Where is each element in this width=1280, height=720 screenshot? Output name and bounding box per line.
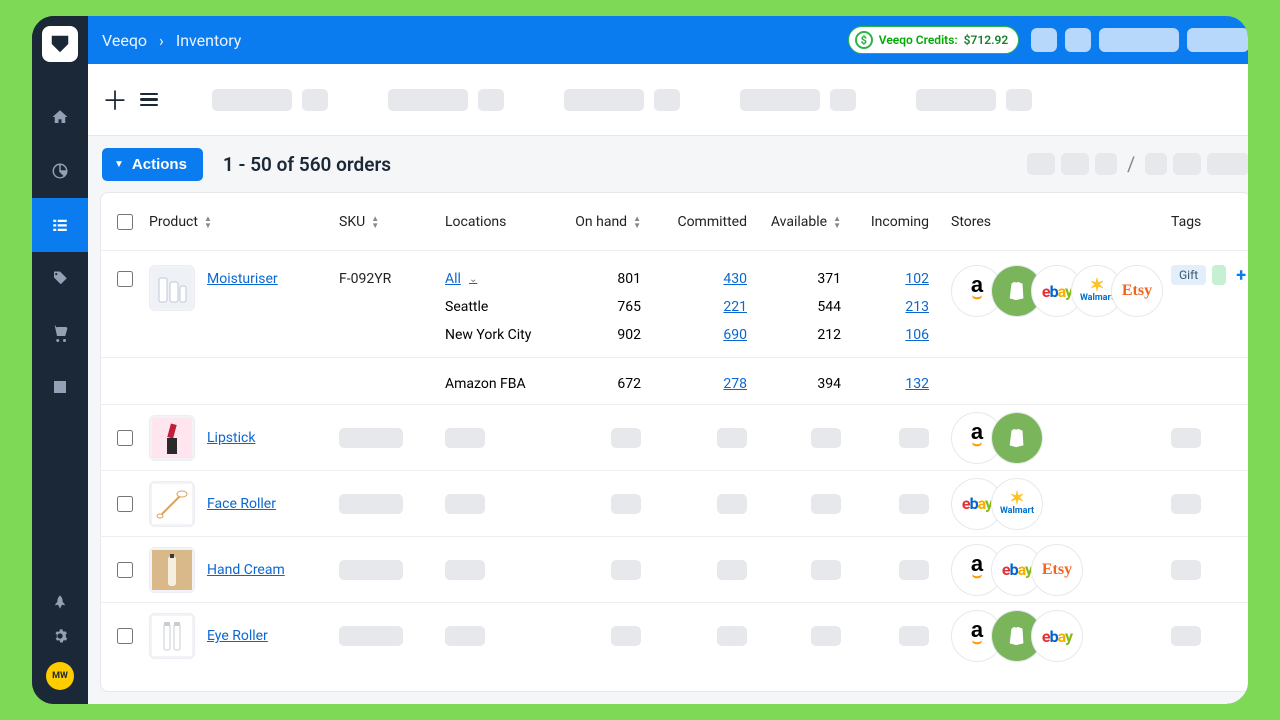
add-button[interactable]: ＋ [104,89,126,111]
sidebar-nav [32,90,88,414]
available-list: 371544212 [761,265,855,343]
table-row: Lipstick a⌣ [101,405,1248,471]
col-locations: Locations [445,214,563,230]
product-thumbnail[interactable] [149,415,195,461]
committed-link[interactable]: 221 [723,299,747,315]
toolbar: ＋ [88,64,1248,136]
table-row: Moisturiser F-092YR All⌄ Seattle New Yor… [101,251,1248,358]
breadcrumb-root[interactable]: Veeqo [102,31,147,50]
sku-value: F-092YR [339,265,445,287]
chevron-right-icon: › [159,31,164,50]
tag-generic[interactable] [1212,265,1226,285]
add-tag-button[interactable]: + [1232,266,1248,284]
sidebar-item-launch[interactable] [32,594,88,610]
committed-list: 430 221 690 [655,265,761,343]
chevron-down-icon: ⌄ [469,274,477,285]
table-row: Face Roller ebay ✶Walmart [101,471,1248,537]
toolbar-right-placeholders: / [1027,152,1248,176]
committed-link[interactable]: 278 [723,376,747,392]
store-etsy[interactable]: Etsy [1031,544,1083,596]
app-logo[interactable] [42,26,78,62]
chevron-down-icon: ▼ [114,159,124,170]
location-all[interactable]: All⌄ [445,271,563,287]
inventory-table: Product▲▼ SKU▲▼ Locations On hand▲▼ Comm… [100,192,1248,692]
col-committed: Committed [655,214,761,230]
store-ebay[interactable]: ebay [1031,610,1083,662]
sidebar-bottom: MW [32,594,88,704]
product-link[interactable]: Face Roller [207,496,276,512]
product-thumbnail[interactable] [149,265,195,311]
product-thumbnail[interactable] [149,613,195,659]
col-onhand[interactable]: On hand▲▼ [563,214,655,230]
actions-dropdown[interactable]: ▼ Actions [102,148,203,181]
location-item: Amazon FBA [445,376,563,392]
incoming-list: 102 213 106 [855,265,943,343]
product-link[interactable]: Lipstick [207,430,255,446]
user-avatar[interactable]: MW [46,662,74,690]
topbar-placeholders [1031,28,1248,52]
product-thumbnail[interactable] [149,547,195,593]
store-shopify[interactable] [991,412,1043,464]
col-stores: Stores [943,214,1171,230]
row-checkbox[interactable] [117,562,133,578]
dollar-icon: $ [855,31,873,49]
credits-label: Veeqo Credits: [879,33,958,47]
sidebar-item-analytics[interactable] [32,360,88,414]
store-etsy[interactable]: Etsy [1111,265,1163,317]
incoming-link[interactable]: 106 [905,327,929,343]
table-row-subloc: Amazon FBA 672 278 394 132 [101,358,1248,405]
sidebar-item-settings[interactable] [32,628,88,644]
sidebar-item-home[interactable] [32,90,88,144]
col-product[interactable]: Product▲▼ [149,214,339,230]
breadcrumb: Veeqo › Inventory [102,31,241,50]
location-item: Seattle [445,299,563,315]
tag-gift[interactable]: Gift [1171,265,1206,285]
col-sku[interactable]: SKU▲▼ [339,214,445,230]
store-walmart[interactable]: ✶Walmart [991,478,1043,530]
stores-cell: a⌣ ebay ✶Walmart Etsy [943,265,1171,317]
product-link[interactable]: Moisturiser [207,265,278,287]
col-incoming: Incoming [855,214,943,230]
pagination-label: 1 - 50 of 560 orders [223,153,391,176]
row-checkbox[interactable] [117,271,133,287]
credits-value: $712.92 [964,33,1009,47]
sidebar: MW [32,16,88,704]
tags-cell: Gift + [1171,265,1248,285]
sidebar-item-reports[interactable] [32,144,88,198]
credits-pill[interactable]: $ Veeqo Credits: $712.92 [848,26,1019,54]
list-view-toggle[interactable] [140,93,158,106]
row-checkbox[interactable] [117,430,133,446]
row-checkbox[interactable] [117,628,133,644]
onhand-list: 801765902 [563,265,655,343]
table-header: Product▲▼ SKU▲▼ Locations On hand▲▼ Comm… [101,193,1248,251]
sidebar-item-tags[interactable] [32,252,88,306]
col-available[interactable]: Available▲▼ [761,214,855,230]
main-area: Veeqo › Inventory $ Veeqo Credits: $712.… [88,16,1248,704]
incoming-link[interactable]: 213 [905,299,929,315]
topbar: Veeqo › Inventory $ Veeqo Credits: $712.… [88,16,1248,64]
product-link[interactable]: Hand Cream [207,562,285,578]
table-row: Eye Roller a⌣ ebay [101,603,1248,669]
product-thumbnail[interactable] [149,481,195,527]
sidebar-item-orders[interactable] [32,306,88,360]
table-row: Hand Cream a⌣ ebay Etsy [101,537,1248,603]
action-bar: ▼ Actions 1 - 50 of 560 orders / [88,136,1248,192]
product-link[interactable]: Eye Roller [207,628,268,644]
location-list: All⌄ Seattle New York City [445,265,563,343]
col-tags: Tags [1171,214,1248,230]
select-all-checkbox[interactable] [117,214,133,230]
incoming-link[interactable]: 102 [905,271,929,287]
actions-label: Actions [132,156,187,173]
committed-link[interactable]: 430 [723,271,747,287]
incoming-link[interactable]: 132 [905,376,929,392]
app-frame: MW Veeqo › Inventory $ Veeqo Credits: $7… [32,16,1248,704]
committed-link[interactable]: 690 [723,327,747,343]
sidebar-item-inventory[interactable] [32,198,88,252]
row-checkbox[interactable] [117,496,133,512]
breadcrumb-page: Inventory [176,31,242,50]
location-item: New York City [445,327,563,343]
